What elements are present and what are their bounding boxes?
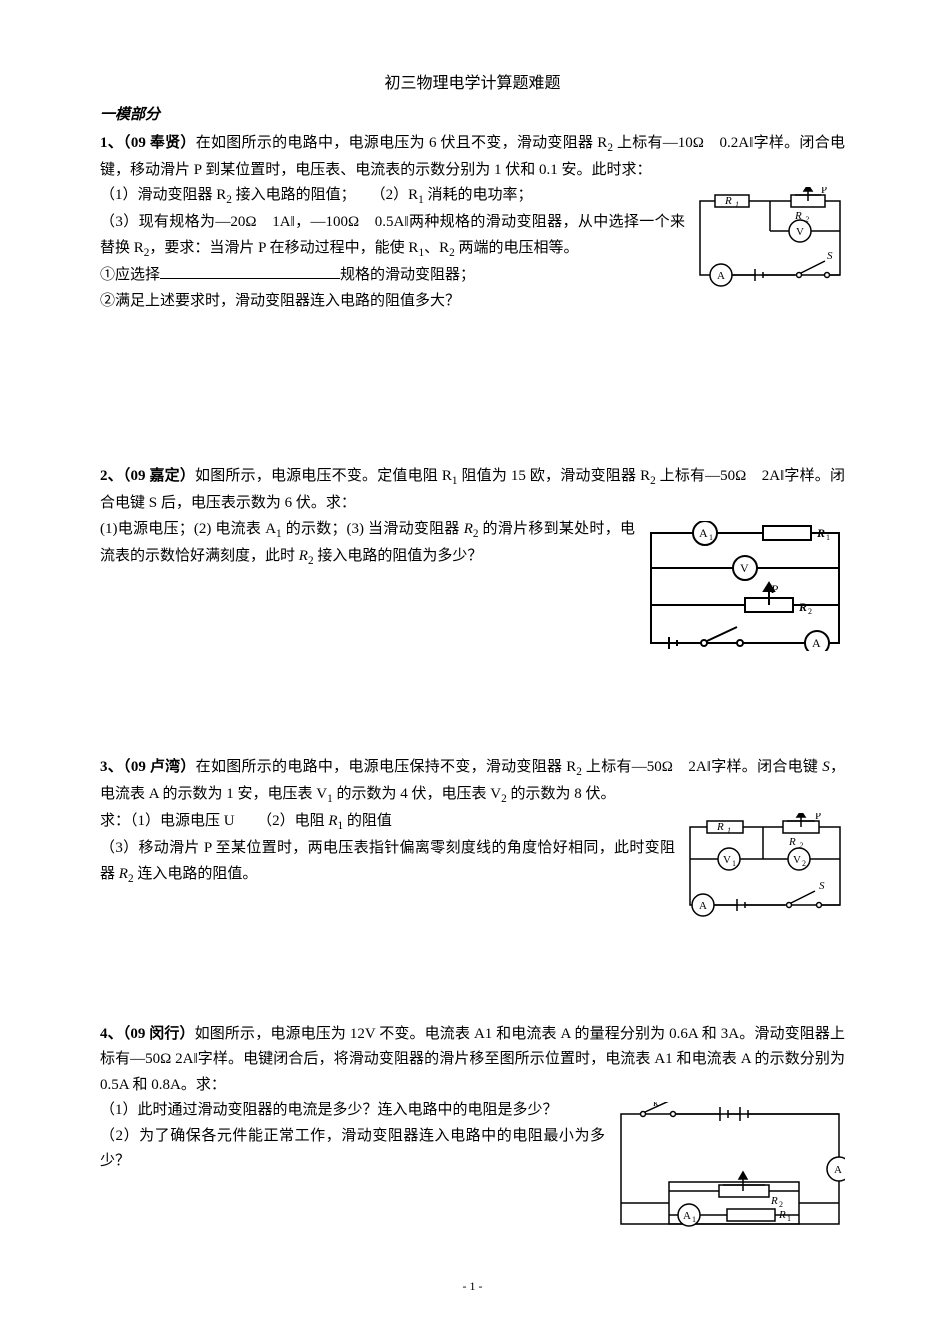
svg-text:S: S <box>827 250 833 262</box>
p3-t1e: 的示数为 8 伏。 <box>507 786 616 802</box>
problem-2-num: 2、（09 嘉定） <box>100 468 195 484</box>
p3-t1d: 的示数为 4 伏，电压表 V <box>333 786 501 802</box>
svg-text:R: R <box>716 821 724 833</box>
svg-text:V: V <box>793 854 801 866</box>
section-heading: 一模部分 <box>100 103 845 129</box>
svg-text:R: R <box>770 1195 778 1207</box>
problem-4-num: 4、（09 闵行） <box>100 1026 195 1042</box>
p1-q3d: 两端的电压相等。 <box>455 240 579 256</box>
svg-text:A: A <box>699 526 708 540</box>
p2-qb: 的示数；(3) 当滑动变阻器 <box>282 521 464 537</box>
circuit-3: R1 R2 V1 V2 A S P <box>685 813 845 918</box>
p2-q: (1)电源电压；(2) 电流表 A <box>100 521 276 537</box>
p2-t1: 如图所示，电源电压不变。定值电阻 R <box>195 468 452 484</box>
svg-text:R: R <box>816 526 825 540</box>
problem-4: 4、（09 闵行）如图所示，电源电压为 12V 不变。电流表 A1 和电流表 A… <box>100 1022 845 1237</box>
problem-1: 1、（09 奉贤）在如图所示的电路中，电源电压为 6 伏且不变，滑动变阻器 R 2… <box>100 131 845 314</box>
p3-t1: 在如图所示的电路中，电源电压保持不变，滑动变阻器 R <box>196 759 577 775</box>
svg-text:P: P <box>770 582 779 596</box>
p3-q1b: 的阻值 <box>343 813 392 829</box>
svg-text:A: A <box>683 1210 691 1222</box>
svg-text:R: R <box>794 210 802 222</box>
svg-text:1: 1 <box>787 1214 791 1223</box>
p1-q3c: 、R <box>424 240 449 256</box>
p3-t1b: 上标有―50Ω 2A‖字样。闭合电键 <box>582 759 822 775</box>
p1-q1a: （1）滑动变阻器 R <box>100 187 226 203</box>
svg-text:A: A <box>717 270 725 282</box>
svg-text:2: 2 <box>779 1200 783 1209</box>
page-number: - 1 - <box>100 1276 845 1296</box>
svg-text:1: 1 <box>735 200 739 209</box>
p3-q3b: 连入电路的阻值。 <box>134 866 258 882</box>
svg-text:2: 2 <box>799 841 803 850</box>
svg-text:2: 2 <box>802 859 806 868</box>
svg-text:k: k <box>653 1102 659 1109</box>
svg-text:2: 2 <box>808 607 812 616</box>
p3-R2: R <box>119 866 128 882</box>
p4-t1: 如图所示，电源电压为 12V 不变。电流表 A1 和电流表 A 的量程分别为 0… <box>100 1026 845 1093</box>
p2-R2a: R <box>464 521 473 537</box>
p1-q1c: 消耗的电功率； <box>424 187 533 203</box>
problem-1-num: 1、（09 奉贤） <box>100 135 196 151</box>
svg-text:P: P <box>815 813 821 822</box>
p3-R1: R <box>328 813 337 829</box>
p3-q1: 求：（1）电源电压 U （2）电阻 <box>100 813 328 829</box>
p1-q3b: ，要求：当滑片 P 在移动过程中，能使 R <box>149 240 418 256</box>
svg-text:A: A <box>699 900 707 912</box>
svg-text:1: 1 <box>732 859 736 868</box>
p2-t1b: 阻值为 15 欧，滑动变阻器 R <box>458 468 651 484</box>
p2-R2b: R <box>299 548 308 564</box>
svg-text:R: R <box>724 195 732 207</box>
svg-text:R: R <box>778 1209 786 1221</box>
svg-text:P: P <box>821 187 827 196</box>
p2-qd: 接入电路的阻值为多少？ <box>314 548 483 564</box>
svg-text:R: R <box>798 600 807 614</box>
circuit-1: R1 R2 V A S P <box>695 187 845 287</box>
svg-text:V: V <box>723 854 731 866</box>
svg-text:V: V <box>796 226 804 238</box>
circuit-4: k A R2 A1 R1 <box>615 1102 845 1232</box>
svg-text:1: 1 <box>692 1215 696 1224</box>
page-title: 初三物理电学计算题难题 <box>100 70 845 97</box>
svg-text:A: A <box>812 636 821 650</box>
svg-text:S: S <box>819 880 825 892</box>
problem-3: 3、（09 卢湾）在如图所示的电路中，电源电压保持不变，滑动变阻器 R 2 上标有… <box>100 755 845 922</box>
svg-text:A: A <box>834 1164 842 1176</box>
svg-text:2: 2 <box>805 215 809 224</box>
svg-text:R: R <box>788 836 796 848</box>
svg-text:1: 1 <box>826 533 830 542</box>
p1-q1b: 接入电路的阻值； （2）R <box>232 187 418 203</box>
svg-text:1: 1 <box>727 826 731 835</box>
p1-t1: 在如图所示的电路中，电源电压为 6 伏且不变，滑动变阻器 R <box>196 135 608 151</box>
problem-2: 2、（09 嘉定）如图所示，电源电压不变。定值电阻 R 1 阻值为 15 欧，滑动… <box>100 464 845 655</box>
problem-3-num: 3、（09 卢湾） <box>100 759 196 775</box>
p3-S: S <box>822 759 830 775</box>
svg-text:1: 1 <box>709 533 713 542</box>
p1-b1b: 规格的滑动变阻器； <box>340 267 475 283</box>
p1-b2: ②满足上述要求时，滑动变阻器连入电路的阻值多大？ <box>100 289 845 315</box>
blank-1 <box>160 263 340 279</box>
svg-text:V: V <box>740 561 749 575</box>
circuit-2: A1 R1 V P R2 A <box>645 521 845 651</box>
p1-b1a: ①应选择 <box>100 267 160 283</box>
